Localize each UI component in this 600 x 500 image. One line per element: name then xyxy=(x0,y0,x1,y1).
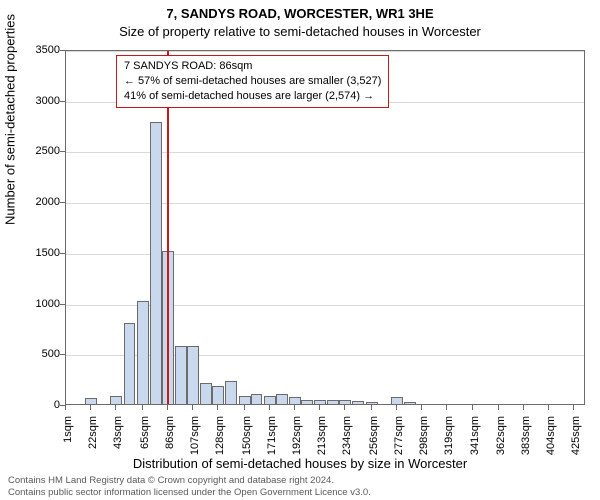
histogram-bar xyxy=(110,396,122,404)
histogram-bar xyxy=(251,394,263,404)
annotation-box: 7 SANDYS ROAD: 86sqm← 57% of semi-detach… xyxy=(116,55,389,108)
histogram-bar xyxy=(150,122,162,404)
xtick-mark xyxy=(371,405,372,410)
xtick-mark xyxy=(446,405,447,410)
histogram-bar xyxy=(175,346,187,404)
footer-attribution: Contains HM Land Registry data © Crown c… xyxy=(8,475,371,498)
histogram-bar xyxy=(301,400,313,404)
histogram-bar xyxy=(352,401,364,404)
histogram-bar xyxy=(276,394,288,404)
histogram-bar xyxy=(239,396,251,404)
xtick-mark xyxy=(142,405,143,410)
ytick-label: 1000 xyxy=(10,298,60,310)
x-axis-title: Distribution of semi-detached houses by … xyxy=(0,456,600,471)
ytick-label: 3500 xyxy=(10,44,60,56)
ytick-mark xyxy=(60,304,65,305)
annotation-line-3: 41% of semi-detached houses are larger (… xyxy=(124,89,381,104)
xtick-mark xyxy=(65,405,66,410)
xtick-mark xyxy=(167,405,168,410)
chart-container: 7, SANDYS ROAD, WORCESTER, WR1 3HE Size … xyxy=(0,0,600,500)
ytick-mark xyxy=(60,151,65,152)
xtick-mark xyxy=(115,405,116,410)
histogram-bar xyxy=(391,397,403,404)
xtick-mark xyxy=(269,405,270,410)
histogram-bar xyxy=(289,397,301,404)
histogram-bar xyxy=(85,398,97,404)
xtick-mark xyxy=(421,405,422,410)
histogram-bar xyxy=(404,402,416,404)
xtick-mark xyxy=(294,405,295,410)
gridline xyxy=(66,51,584,52)
xtick-mark xyxy=(472,405,473,410)
xtick-mark xyxy=(396,405,397,410)
ytick-mark xyxy=(60,202,65,203)
xtick-mark xyxy=(90,405,91,410)
ytick-label: 1500 xyxy=(10,247,60,259)
plot-area: 7 SANDYS ROAD: 86sqm← 57% of semi-detach… xyxy=(65,50,585,405)
gridline xyxy=(66,203,584,204)
histogram-bar xyxy=(137,301,149,404)
ytick-label: 0 xyxy=(10,399,60,411)
xtick-mark xyxy=(244,405,245,410)
histogram-bar xyxy=(314,400,326,404)
histogram-bar xyxy=(187,346,199,404)
xtick-mark xyxy=(319,405,320,410)
xtick-mark xyxy=(344,405,345,410)
histogram-bar xyxy=(212,386,224,404)
gridline xyxy=(66,254,584,255)
annotation-line-2: ← 57% of semi-detached houses are smalle… xyxy=(124,74,381,89)
ytick-mark xyxy=(60,101,65,102)
ytick-label: 2000 xyxy=(10,196,60,208)
xtick-mark xyxy=(523,405,524,410)
histogram-bar xyxy=(200,383,212,404)
gridline xyxy=(66,152,584,153)
ytick-label: 500 xyxy=(10,348,60,360)
ytick-mark xyxy=(60,253,65,254)
ytick-mark xyxy=(60,354,65,355)
annotation-line-1: 7 SANDYS ROAD: 86sqm xyxy=(124,59,381,74)
histogram-bar xyxy=(264,396,276,404)
chart-title-sub: Size of property relative to semi-detach… xyxy=(0,24,600,39)
ytick-label: 3000 xyxy=(10,95,60,107)
ytick-label: 2500 xyxy=(10,145,60,157)
footer-line-1: Contains HM Land Registry data © Crown c… xyxy=(8,475,371,486)
chart-title-main: 7, SANDYS ROAD, WORCESTER, WR1 3HE xyxy=(0,6,600,21)
xtick-mark xyxy=(498,405,499,410)
histogram-bar xyxy=(124,323,136,404)
xtick-mark xyxy=(573,405,574,410)
histogram-bar xyxy=(366,402,378,404)
ytick-mark xyxy=(60,50,65,51)
xtick-mark xyxy=(548,405,549,410)
xtick-mark xyxy=(192,405,193,410)
histogram-bar xyxy=(327,400,339,404)
histogram-bar xyxy=(225,381,237,404)
footer-line-2: Contains public sector information licen… xyxy=(8,487,371,498)
histogram-bar xyxy=(339,400,351,404)
xtick-mark xyxy=(217,405,218,410)
